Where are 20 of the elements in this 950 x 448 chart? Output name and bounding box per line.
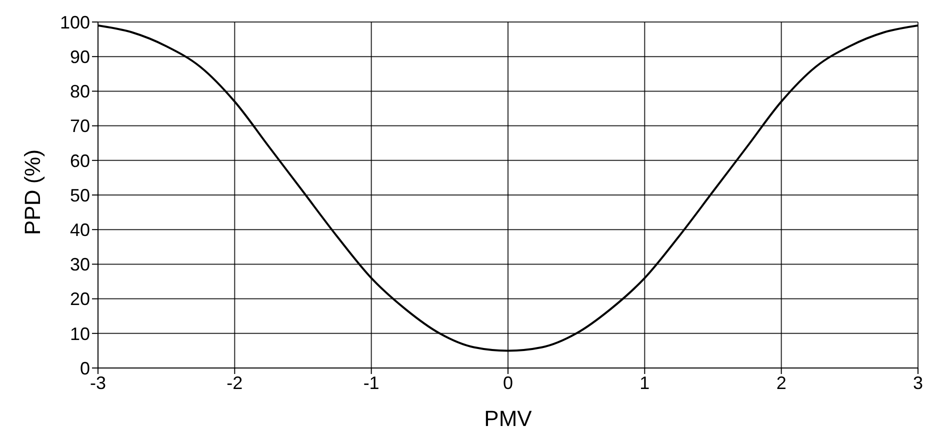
x-tick-label: -1 [363, 372, 380, 393]
x-tick-label: 1 [640, 372, 650, 393]
x-tick-label: -3 [90, 372, 106, 393]
y-tick-label: 60 [70, 150, 90, 171]
y-tick-label: 70 [70, 116, 90, 136]
y-tick-label: 90 [70, 46, 90, 67]
y-tick-label: 0 [80, 358, 90, 378]
x-tick-label: 3 [912, 372, 924, 393]
y-tick-label: 40 [70, 220, 90, 240]
y-tick-label: 100 [60, 12, 90, 32]
x-tick-label: -2 [226, 372, 243, 393]
y-tick-label: 50 [70, 185, 90, 206]
y-tick-label: 20 [70, 289, 90, 310]
y-tick-label: 10 [70, 324, 90, 344]
x-axis-title: PMV [484, 406, 532, 431]
y-tick-label: 80 [70, 82, 90, 102]
y-axis-title: PPD (%) [20, 149, 45, 235]
x-tick-label: 2 [776, 372, 786, 393]
y-tick-label: 30 [70, 254, 90, 275]
x-tick-label: 0 [502, 372, 514, 393]
